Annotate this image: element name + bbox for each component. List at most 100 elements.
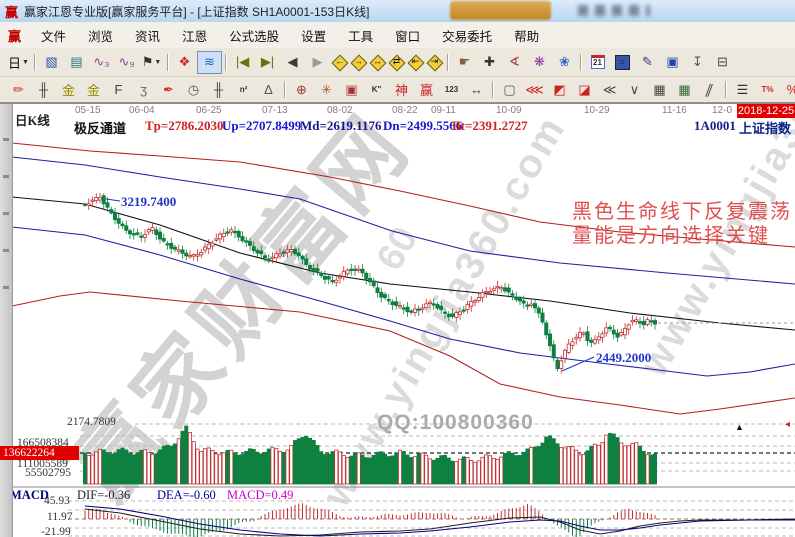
zoom-left-diamond-icon[interactable]: ←	[331, 54, 349, 71]
calculator-icon[interactable]: ⌗	[610, 51, 635, 74]
date-axis-label: 09-11	[431, 105, 456, 116]
right-edge-marker[interactable]: ◂	[785, 419, 791, 430]
date-axis-label: 06-04	[129, 105, 155, 116]
wave-9-icon[interactable]: ∿₉	[118, 54, 135, 69]
tick-ruler-icon[interactable]: ╫	[38, 82, 49, 97]
current-date-badge: 2018-12-25	[737, 104, 795, 118]
period-day-selector[interactable]: 日 ▼	[8, 55, 29, 71]
symbol-code: 1A0001	[694, 118, 736, 133]
date-axis-label: 10-09	[496, 105, 522, 116]
levels-icon[interactable]: ☰	[736, 81, 749, 97]
menu-item-trade-entrust[interactable]: 交易委托	[442, 29, 493, 44]
angle-lines-icon[interactable]: ≪	[602, 81, 617, 97]
wave-3-icon[interactable]: ∿₃	[93, 54, 110, 69]
menu-item-gann[interactable]: 江恩	[182, 29, 208, 44]
zoom-swap-diamond-icon[interactable]: ⇄	[388, 54, 406, 71]
gann-ying-icon[interactable]: 赢	[419, 83, 433, 98]
menu-item-help[interactable]: 帮助	[514, 29, 540, 44]
kline-plot-canvas[interactable]	[0, 104, 795, 537]
current-volume-badge: 136622264	[0, 446, 79, 460]
zoom-expand-diamond-icon[interactable]: ↔	[369, 54, 387, 71]
grid-box2-icon[interactable]: ▦	[678, 81, 691, 97]
starburst-icon[interactable]: ✳	[321, 81, 332, 97]
prev-bar-icon[interactable]: ◀	[287, 54, 298, 69]
select-box-icon[interactable]: ▢	[503, 81, 516, 97]
flag-tool-icon[interactable]: ⚑ ▼	[141, 54, 162, 69]
menu-item-browse[interactable]: 浏览	[88, 29, 114, 44]
vee-lines-icon[interactable]: ∨	[629, 81, 640, 97]
print-icon[interactable]: ⊟	[717, 54, 728, 69]
toolbar-separator	[725, 81, 727, 98]
toolbar-separator	[167, 53, 169, 71]
gann-grid-icon[interactable]: ❖	[178, 54, 191, 69]
left-splitter-bar[interactable]	[0, 104, 13, 537]
menu-item-formula-stock-pick[interactable]: 公式选股	[229, 29, 280, 44]
menu-item-file[interactable]: 文件	[41, 29, 67, 44]
tree-tool-icon[interactable]: ❋	[534, 54, 545, 69]
tick-ruler2-icon[interactable]: ╫	[213, 82, 224, 97]
date-axis-label: 08-02	[327, 105, 353, 116]
macd-panel-label: MACD	[10, 488, 49, 502]
target-circle-icon[interactable]: ⊕	[296, 81, 307, 97]
gann-shen-icon[interactable]: 神	[394, 83, 408, 98]
indicator-param: 极反通道	[74, 121, 127, 136]
t-percent-icon[interactable]: T%	[761, 85, 774, 94]
calendar-icon[interactable]: 21	[585, 51, 610, 74]
angle-a-icon[interactable]: ∆	[264, 82, 273, 97]
last-page-icon[interactable]: ▶|	[260, 54, 275, 69]
percent-icon[interactable]: %	[780, 78, 795, 101]
menu-item-settings[interactable]: 设置	[301, 29, 327, 44]
save-icon[interactable]: ▣	[666, 54, 679, 69]
volume-axis-bottom-label: 55502795	[25, 467, 71, 479]
export-icon[interactable]: ↧	[692, 54, 703, 69]
date-axis-label: 11-16	[662, 105, 687, 116]
menu-item-tools[interactable]: 工具	[348, 29, 374, 44]
fan-lines-icon[interactable]: ⋘	[525, 81, 544, 97]
draw-brush-icon[interactable]: ✏	[13, 81, 24, 97]
crosshair-icon[interactable]: ✚	[484, 54, 495, 69]
k-quote-icon[interactable]: K″	[371, 85, 382, 94]
first-page-icon[interactable]: |◀	[235, 54, 250, 69]
chart-overlay-icon[interactable]: ▧	[45, 54, 58, 69]
pan-first-diamond-icon[interactable]: ⇤	[407, 54, 425, 71]
menu-item-window[interactable]: 窗口	[395, 29, 421, 44]
kline-period-label: 日K线	[15, 114, 50, 128]
grid-box-icon[interactable]: ▦	[653, 81, 666, 97]
macd-axis-low: -21.99	[41, 526, 71, 537]
brush2-icon[interactable]: ✒	[163, 81, 174, 97]
target-square-icon[interactable]: ▣	[345, 81, 358, 97]
angle-measure-icon[interactable]: ∢	[509, 54, 520, 69]
volume-axis-mid-label: 111005589	[17, 458, 68, 470]
ruler-123-icon[interactable]: 123	[444, 85, 459, 94]
spiral-icon[interactable]: ʒ	[139, 82, 148, 97]
date-axis-label: 10-29	[584, 105, 610, 116]
fan-box-icon[interactable]: ◩	[553, 81, 566, 97]
n-square-icon[interactable]: n²	[239, 85, 248, 94]
gold-grid-icon[interactable]: 金	[61, 83, 75, 98]
pan-last-diamond-icon[interactable]: ⇥	[426, 54, 444, 71]
toolbar-separator	[34, 53, 36, 71]
zoom-right-diamond-icon[interactable]: →	[350, 54, 368, 71]
report-icon[interactable]: ✎	[642, 54, 653, 69]
next-bar-icon[interactable]: ▶	[312, 54, 323, 69]
indicator-param: Up=2707.8499	[222, 118, 302, 133]
brain-tool-icon[interactable]: ❀	[559, 54, 570, 69]
title-bar[interactable]: 赢 赢家江恩专业版[赢家服务平台] - [上证指数 SH1A0001-153日K…	[0, 0, 795, 23]
hand-tool-icon[interactable]: ☛	[458, 54, 471, 69]
parallel-lines-icon[interactable]: ∥	[703, 81, 716, 97]
color-kline-icon[interactable]: ≋	[197, 50, 222, 74]
gold-grid2-icon[interactable]: 金	[86, 83, 100, 98]
indicator-param: Tp=2786.2030	[145, 118, 224, 133]
span-arrows-icon[interactable]: ↔	[470, 82, 483, 97]
fib-ruler-icon[interactable]: F	[114, 82, 123, 97]
menu-item-news[interactable]: 资讯	[135, 29, 161, 44]
titlebar-blurred-text	[578, 5, 650, 16]
analyst-note-line2: 量能是方向选择关键	[572, 225, 770, 247]
info-note-icon[interactable]: ▤	[70, 54, 83, 69]
toolbar-row1: 日 ▼ ▧ ▤ ∿₃ ∿₉ ⚑ ▼ ❖ ≋ |◀ ▶| ◀ ▶ ← → ↔ ⇄ ⇤ ⇥ ☛ ✚ ∢ ❋ ❀ 21 ⌗ ✎ ▣ ↧ ⊟	[0, 48, 795, 77]
qq-watermark: QQ:100800360	[377, 411, 534, 434]
cycle-clock-icon[interactable]: ◷	[187, 81, 200, 97]
macd-dea-value: DEA=-0.60	[157, 488, 216, 502]
fan-box2-icon[interactable]: ◪	[578, 81, 591, 97]
